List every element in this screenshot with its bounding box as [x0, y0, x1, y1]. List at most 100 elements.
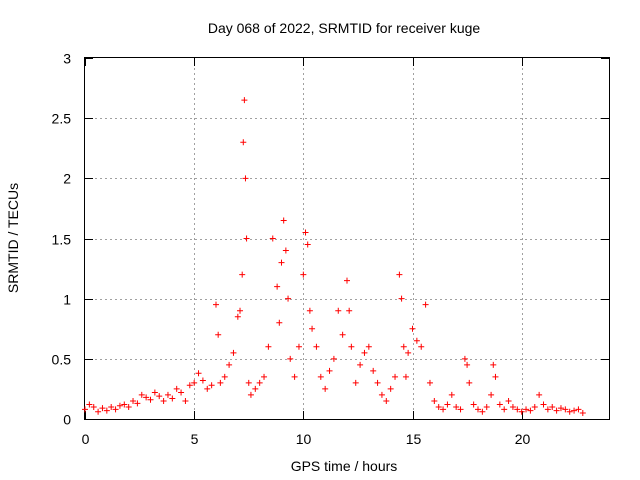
- data-point: [269, 235, 276, 242]
- data-point: [549, 403, 556, 410]
- grid: [85, 58, 609, 419]
- data-point: [466, 379, 473, 386]
- data-point: [302, 229, 309, 236]
- data-point: [156, 393, 163, 400]
- data-point: [490, 361, 497, 368]
- data-point: [479, 408, 486, 415]
- data-point: [86, 401, 93, 408]
- data-point: [195, 370, 202, 377]
- data-point: [287, 355, 294, 362]
- data-point: [426, 379, 433, 386]
- data-point: [240, 139, 247, 146]
- y-tick-label: 3: [63, 51, 71, 67]
- data-point: [392, 373, 399, 380]
- data-point: [509, 403, 516, 410]
- data-point: [306, 307, 313, 314]
- data-point: [215, 331, 222, 338]
- data-point: [409, 325, 416, 332]
- data-point: [243, 235, 250, 242]
- data-point: [483, 403, 490, 410]
- x-tick-label: 15: [406, 431, 422, 447]
- data-point: [186, 382, 193, 389]
- data-point: [492, 373, 499, 380]
- data-point: [173, 385, 180, 392]
- data-point: [103, 407, 110, 414]
- data-point: [239, 271, 246, 278]
- data-point: [291, 373, 298, 380]
- axis-ticks: [85, 58, 609, 420]
- data-point: [169, 395, 176, 402]
- y-tick-label: 2: [63, 171, 71, 187]
- data-point: [431, 397, 438, 404]
- data-point: [540, 401, 547, 408]
- data-point: [221, 373, 228, 380]
- y-tick-label: 1: [63, 292, 71, 308]
- data-point: [112, 406, 119, 413]
- data-point: [256, 379, 263, 386]
- data-point: [282, 247, 289, 254]
- data-point: [579, 409, 586, 416]
- data-point: [357, 361, 364, 368]
- data-point: [108, 403, 115, 410]
- data-point: [280, 217, 287, 224]
- data-point: [330, 355, 337, 362]
- data-point: [130, 397, 137, 404]
- data-point: [448, 391, 455, 398]
- data-point: [278, 259, 285, 266]
- data-point: [514, 406, 521, 413]
- data-point: [285, 295, 292, 302]
- data-point: [575, 406, 582, 413]
- data-point: [213, 301, 219, 308]
- chart-title: Day 068 of 2022, SRMTID for receiver kug…: [208, 20, 481, 36]
- data-point: [125, 403, 132, 410]
- data-point: [217, 379, 224, 386]
- data-point: [230, 349, 237, 356]
- plot-frame: [84, 57, 610, 420]
- data-point: [527, 407, 534, 414]
- data-point: [191, 379, 198, 386]
- data-point: [418, 343, 425, 350]
- data-point: [400, 343, 407, 350]
- data-point: [523, 406, 530, 413]
- data-point: [160, 397, 167, 404]
- data-point: [121, 401, 128, 408]
- data-point: [571, 407, 578, 414]
- x-tick-label: 20: [515, 431, 531, 447]
- data-point: [265, 343, 272, 350]
- data-point: [208, 382, 215, 389]
- data-point: [348, 343, 355, 350]
- data-point: [309, 325, 316, 332]
- data-point: [496, 401, 503, 408]
- data-point: [553, 407, 560, 414]
- data-point: [199, 377, 206, 384]
- data-point: [464, 361, 471, 368]
- x-tick-label: 10: [296, 431, 312, 447]
- data-point: [470, 401, 477, 408]
- data-point: [134, 400, 141, 407]
- data-point: [335, 307, 342, 314]
- data-point: [138, 391, 145, 398]
- data-point: [300, 271, 307, 278]
- data-point: [252, 385, 259, 392]
- data-point: [116, 402, 123, 409]
- data-point: [531, 403, 538, 410]
- data-point: [374, 379, 381, 386]
- data-point: [274, 283, 281, 290]
- data-point: [247, 391, 254, 398]
- tick-labels: 0 0.5 1 1.5 2 2.5 3 0 5 10 15 20: [52, 51, 531, 448]
- data-point: [501, 406, 508, 413]
- data-point: [396, 271, 403, 278]
- data-point: [242, 175, 249, 182]
- data-point: [339, 331, 346, 338]
- data-point: [317, 373, 324, 380]
- data-point: [276, 319, 283, 326]
- data-point: [413, 337, 420, 344]
- data-point: [245, 379, 252, 386]
- data-point: [143, 394, 150, 401]
- data-point: [488, 391, 495, 398]
- y-tick-label: 1.5: [52, 232, 72, 248]
- data-point: [398, 295, 405, 302]
- data-point: [422, 301, 429, 308]
- data-point: [151, 389, 158, 396]
